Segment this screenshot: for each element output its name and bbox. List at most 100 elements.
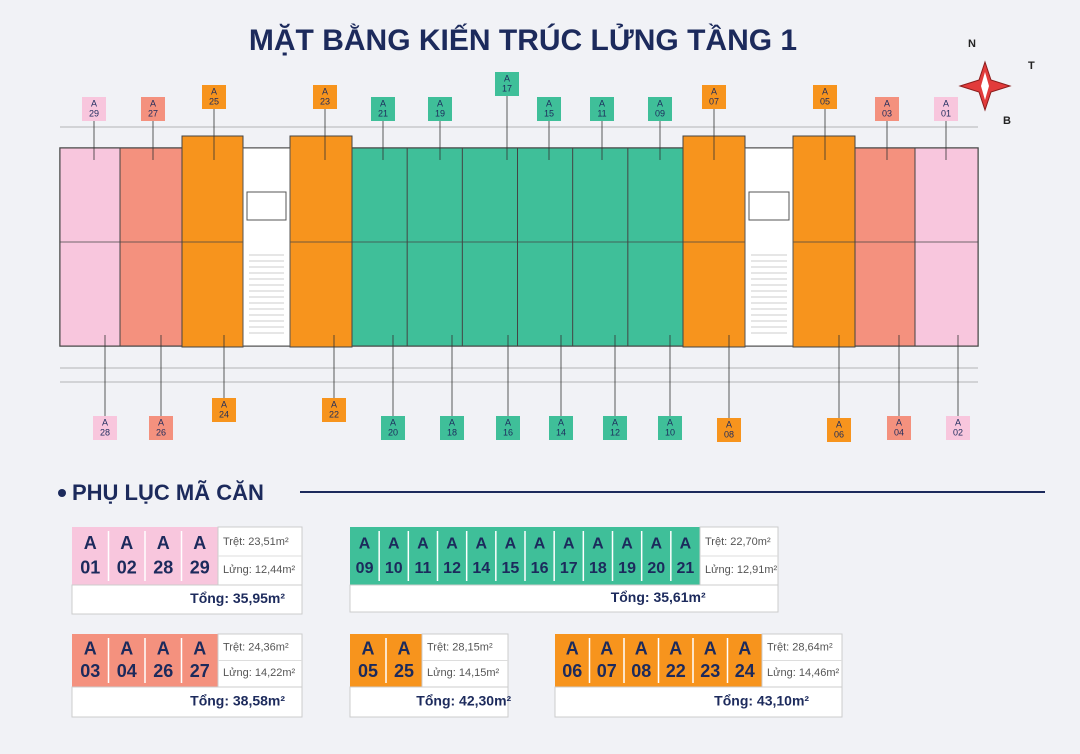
compass: N T B bbox=[958, 38, 1035, 127]
unit-tag bbox=[934, 97, 958, 121]
unit-tag-number: 12 bbox=[610, 427, 620, 437]
code-prefix: A bbox=[446, 536, 458, 553]
unit-tag bbox=[590, 97, 614, 121]
code-number: 16 bbox=[531, 560, 549, 577]
code-number: 06 bbox=[562, 661, 582, 681]
code-prefix: A bbox=[417, 536, 429, 553]
unit-tag bbox=[603, 416, 627, 440]
ground-area: Trệt: 22,70m² bbox=[705, 536, 771, 548]
unit-tag-number: 18 bbox=[447, 427, 457, 437]
unit-tag-prefix: A bbox=[657, 98, 663, 108]
unit-tag bbox=[827, 418, 851, 442]
code-number: 21 bbox=[677, 560, 695, 577]
code-number: 27 bbox=[190, 661, 210, 681]
unit-tag-prefix: A bbox=[331, 399, 337, 409]
unit-tag bbox=[371, 97, 395, 121]
unit-tag bbox=[313, 85, 337, 109]
code-prefix: A bbox=[475, 536, 487, 553]
code-prefix: A bbox=[738, 639, 751, 659]
mezzanine-area: Lửng: 14,15m² bbox=[427, 667, 500, 679]
code-prefix: A bbox=[534, 536, 546, 553]
code-prefix: A bbox=[84, 639, 97, 659]
code-number: 10 bbox=[385, 560, 403, 577]
mezzanine-area: Lửng: 14,22m² bbox=[223, 667, 296, 679]
unit-tag-prefix: A bbox=[599, 98, 605, 108]
unit-tag bbox=[537, 97, 561, 121]
total-box bbox=[349, 584, 779, 613]
code-number: 02 bbox=[117, 558, 137, 578]
unit-block bbox=[914, 147, 979, 347]
code-prefix: A bbox=[566, 639, 579, 659]
ground-area: Trệt: 24,36m² bbox=[223, 642, 289, 654]
unit-tag-number: 23 bbox=[320, 96, 330, 106]
unit-tag-number: 15 bbox=[544, 108, 554, 118]
unit-tag bbox=[149, 416, 173, 440]
code-number: 04 bbox=[117, 661, 137, 681]
code-number: 19 bbox=[618, 560, 636, 577]
unit-tag bbox=[202, 85, 226, 109]
unit-tag-number: 14 bbox=[556, 427, 566, 437]
unit-tag-number: 06 bbox=[834, 429, 844, 439]
unit-block bbox=[792, 135, 856, 348]
unit-tag-prefix: A bbox=[955, 417, 961, 427]
unit-tag bbox=[496, 416, 520, 440]
code-prefix: A bbox=[680, 536, 692, 553]
stair-core bbox=[242, 147, 291, 347]
code-prefix: A bbox=[362, 639, 375, 659]
mezzanine-area: Lửng: 12,44m² bbox=[223, 564, 296, 576]
unit-tag-prefix: A bbox=[449, 417, 455, 427]
code-number: 07 bbox=[597, 661, 617, 681]
code-number: 09 bbox=[356, 560, 374, 577]
unit-tag-number: 26 bbox=[156, 427, 166, 437]
unit-tag-prefix: A bbox=[505, 417, 511, 427]
code-number: 22 bbox=[666, 661, 686, 681]
unit-tag-prefix: A bbox=[102, 417, 108, 427]
unit-tag-number: 29 bbox=[89, 108, 99, 118]
code-prefix: A bbox=[120, 639, 133, 659]
unit-tag-number: 25 bbox=[209, 96, 219, 106]
code-number: 17 bbox=[560, 560, 578, 577]
ground-area: Trệt: 28,15m² bbox=[427, 642, 493, 654]
code-number: 14 bbox=[472, 560, 490, 577]
unit-block bbox=[59, 147, 121, 347]
code-number: 20 bbox=[647, 560, 665, 577]
code-number: 26 bbox=[153, 661, 173, 681]
total-area: Tổng: 42,30m² bbox=[416, 693, 511, 709]
unit-tag-prefix: A bbox=[896, 417, 902, 427]
total-box bbox=[71, 686, 303, 718]
code-prefix: A bbox=[157, 639, 170, 659]
total-box bbox=[554, 686, 843, 718]
unit-tag-number: 20 bbox=[388, 427, 398, 437]
unit-tag-number: 27 bbox=[148, 108, 158, 118]
code-number: 01 bbox=[80, 558, 100, 578]
unit-tag-prefix: A bbox=[380, 98, 386, 108]
code-prefix: A bbox=[388, 536, 400, 553]
unit-block bbox=[289, 135, 353, 348]
unit-tag bbox=[813, 85, 837, 109]
unit-tag-prefix: A bbox=[158, 417, 164, 427]
code-prefix: A bbox=[704, 639, 717, 659]
code-number: 11 bbox=[414, 560, 431, 577]
unit-tag-prefix: A bbox=[322, 86, 328, 96]
unit-tag-prefix: A bbox=[822, 86, 828, 96]
title: MẶT BẰNG KIẾN TRÚC LỬNG TẦNG 1 bbox=[249, 23, 797, 57]
unit-tag-prefix: A bbox=[437, 98, 443, 108]
code-prefix: A bbox=[635, 639, 648, 659]
unit-tag-number: 09 bbox=[655, 108, 665, 118]
lift bbox=[246, 191, 287, 221]
code-prefix: A bbox=[84, 533, 97, 553]
code-prefix: A bbox=[398, 639, 411, 659]
code-number: 23 bbox=[700, 661, 720, 681]
unit-tag-prefix: A bbox=[711, 86, 717, 96]
unit-tag-number: 07 bbox=[709, 96, 719, 106]
total-box bbox=[71, 584, 303, 615]
unit-block bbox=[181, 135, 244, 348]
mezzanine-area: Lửng: 12,91m² bbox=[705, 564, 778, 576]
unit-tag bbox=[381, 416, 405, 440]
unit-tag-prefix: A bbox=[211, 86, 217, 96]
unit-tag-number: 11 bbox=[597, 108, 606, 118]
total-box bbox=[349, 686, 509, 718]
unit-tag bbox=[875, 97, 899, 121]
ground-area: Trệt: 23,51m² bbox=[223, 536, 289, 548]
